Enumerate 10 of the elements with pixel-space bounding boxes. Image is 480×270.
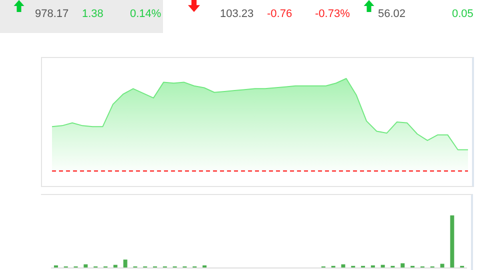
text: -0.73%	[315, 8, 350, 20]
bar	[450, 215, 454, 268]
text: 0.14%	[130, 8, 162, 20]
text: 1.38	[82, 8, 104, 20]
text: 56.02	[378, 8, 406, 20]
text: 0.05	[452, 8, 474, 20]
text: 978.17	[35, 8, 69, 20]
text: 103.23	[220, 8, 254, 20]
text: -0.76	[267, 8, 292, 20]
bar	[123, 260, 128, 268]
